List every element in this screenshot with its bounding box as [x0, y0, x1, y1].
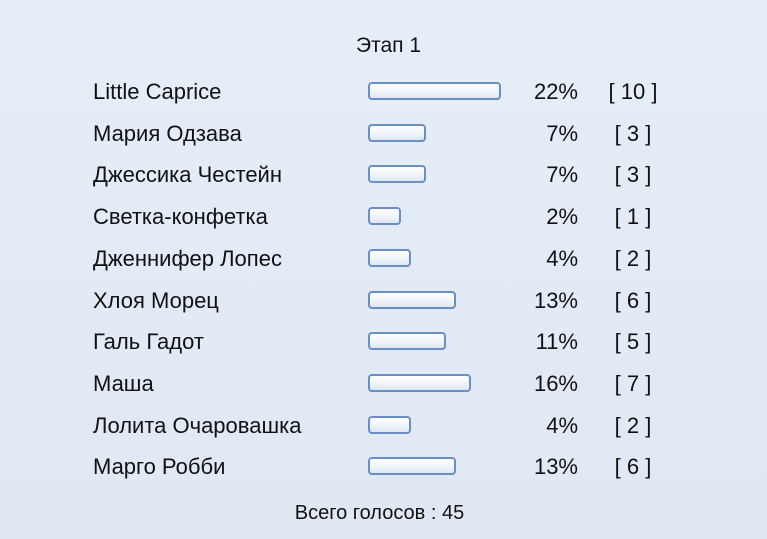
option-count: [ 6 ]	[614, 454, 652, 480]
option-name: Светка-конфетка	[93, 204, 268, 230]
result-bar	[368, 248, 411, 267]
option-count: [ 1 ]	[614, 204, 652, 230]
option-percent: 22%	[533, 79, 578, 104]
option-count: [ 2 ]	[614, 245, 652, 271]
option-count: [ 10 ]	[608, 79, 658, 104]
option-percent: 7%	[546, 120, 578, 146]
option-percent: 13%	[533, 287, 578, 313]
option-count: [ 6 ]	[614, 287, 652, 313]
option-count: [ 3 ]	[614, 120, 652, 146]
poll-row: Марго Робби 13% [ 6 ]	[0, 447, 767, 487]
poll-row: Little Caprice 22% [ 10 ]	[0, 72, 767, 112]
option-name: Хлоя Морец	[93, 287, 219, 313]
poll-row: Галь Гадот 11% [ 5 ]	[0, 322, 767, 362]
result-bar	[368, 373, 471, 392]
poll-row: Светка-конфетка 2% [ 1 ]	[0, 197, 767, 237]
option-percent: 4%	[546, 412, 578, 438]
option-name: Дженнифер Лопес	[93, 245, 282, 271]
option-percent: 4%	[546, 245, 578, 271]
option-name: Галь Гадот	[93, 329, 204, 355]
poll-row: Джессика Честейн 7% [ 3 ]	[0, 155, 767, 195]
total-votes: Всего голосов : 45	[294, 502, 465, 524]
result-bar	[368, 332, 446, 351]
option-name: Мария Одзава	[93, 120, 242, 146]
poll-row: Дженнифер Лопес 4% [ 2 ]	[0, 239, 767, 279]
poll-row: Хлоя Морец 13% [ 6 ]	[0, 281, 767, 321]
option-name: Лолита Очаровашка	[93, 412, 302, 438]
option-name: Джессика Честейн	[93, 162, 282, 188]
poll-row: Маша 16% [ 7 ]	[0, 364, 767, 404]
option-name: Little Caprice	[93, 79, 222, 104]
result-bar	[368, 82, 501, 100]
option-count: [ 7 ]	[614, 370, 652, 396]
result-bar	[368, 123, 426, 142]
option-percent: 13%	[533, 454, 578, 480]
option-name: Марго Робби	[93, 454, 226, 480]
poll-row: Лолита Очаровашка 4% [ 2 ]	[0, 406, 767, 446]
option-count: [ 3 ]	[614, 162, 652, 188]
result-bar	[368, 165, 426, 184]
result-bar	[368, 457, 456, 476]
option-percent: 16%	[533, 370, 578, 396]
poll-title: Этап 1	[355, 34, 422, 57]
result-bar	[368, 415, 411, 434]
option-percent: 11%	[535, 329, 578, 355]
option-count: [ 5 ]	[614, 329, 652, 355]
result-bar	[368, 207, 401, 226]
result-bar	[368, 290, 456, 309]
option-name: Маша	[93, 370, 154, 396]
option-count: [ 2 ]	[614, 412, 652, 438]
option-percent: 7%	[546, 162, 578, 188]
option-percent: 2%	[546, 204, 578, 230]
poll-row: Мария Одзава 7% [ 3 ]	[0, 114, 767, 154]
